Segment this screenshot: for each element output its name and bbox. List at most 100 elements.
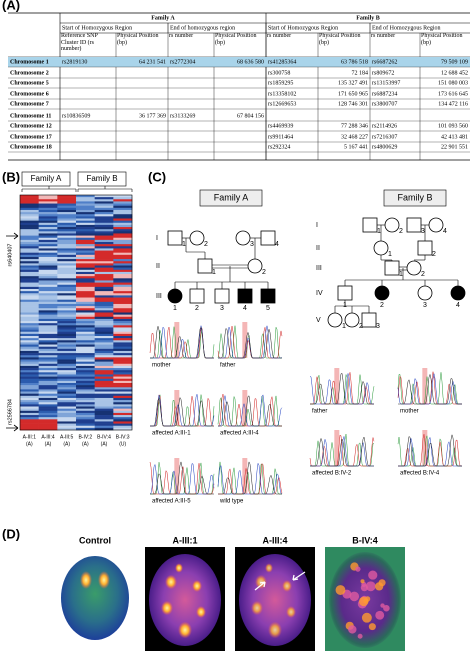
trace (150, 461, 214, 495)
heatmap-cell (94, 286, 114, 290)
table-cell: rs292324 (268, 144, 290, 150)
trace (398, 436, 462, 467)
heatmap-cell (76, 370, 95, 373)
heatmap-cell (76, 427, 95, 431)
uptake (286, 606, 296, 618)
heatmap-cell (76, 415, 95, 418)
member-number: 2 (204, 241, 208, 248)
heatmap-cell (57, 216, 77, 219)
heatmap-cell (76, 421, 95, 424)
heatmap-cell (76, 284, 95, 288)
heatmap-cell (94, 209, 114, 213)
heatmap-cell (94, 205, 114, 209)
heatmap-cell (94, 231, 114, 234)
heatmap-cell (38, 199, 58, 202)
heatmap-cell (20, 280, 39, 283)
row-label: Chromosome 12 (10, 123, 52, 129)
heatmap-cell (113, 301, 133, 305)
heatmap-cell (57, 363, 77, 367)
trace (218, 327, 282, 359)
pedigree-female (373, 240, 389, 256)
heatmap-cell (20, 239, 39, 243)
uptake (251, 600, 263, 616)
pedigree-female (189, 230, 205, 246)
heatmap-cell (76, 344, 95, 347)
heatmap-cell (38, 350, 58, 354)
heatmap-cell (94, 359, 114, 362)
column-header: rs number (169, 33, 194, 39)
heatmap-cell (20, 274, 39, 277)
heatmap-cell (57, 391, 77, 394)
heatmap-cell (94, 423, 114, 427)
heatmap-cell (76, 376, 95, 380)
heatmap-cell (94, 323, 114, 326)
heatmap-cell (113, 254, 133, 258)
heatmap-cell (38, 342, 58, 345)
heatmap-cell (94, 224, 114, 228)
heatmap-cell (20, 361, 39, 365)
heatmap-cell (38, 393, 58, 397)
heatmap-cell (94, 361, 114, 365)
heatmap-cell (20, 282, 39, 286)
heatmap-cell (113, 218, 133, 221)
family-box (199, 189, 263, 207)
heatmap-cell (57, 214, 77, 217)
pedigree-male (214, 288, 230, 304)
heatmap-cell (38, 261, 58, 264)
heatmap-cell (57, 295, 77, 298)
heatmap-cell (76, 423, 95, 427)
heatmap-cell (76, 389, 95, 392)
column-header: Physical Position (bp) (319, 33, 361, 46)
heatmap-cell (94, 293, 114, 296)
heatmap-cell (38, 209, 58, 213)
uptake (196, 606, 206, 618)
trace (150, 394, 214, 427)
heatmap-cell (113, 342, 133, 345)
heatmap-cell (113, 222, 133, 226)
heatmap-cell (113, 289, 133, 292)
trace (218, 461, 282, 495)
heatmap-cell (113, 333, 133, 337)
table-cell: rs10836509 (62, 113, 90, 119)
chromatogram-highlight (422, 430, 428, 466)
heatmap-cell (113, 303, 133, 307)
pedigree-male (384, 260, 400, 276)
sample-status: (A) (26, 441, 33, 447)
uptake (178, 621, 192, 639)
member-number: 3 (220, 305, 224, 312)
heatmap-cell (113, 224, 133, 228)
generation: III (156, 293, 162, 300)
heatmap-cell (57, 218, 77, 221)
heatmap-cell (38, 267, 58, 271)
heatmap-cell (94, 250, 114, 253)
heatmap-cell (94, 336, 114, 339)
table-cell: rs7216307 (372, 134, 397, 140)
heatmap-cell (20, 212, 39, 215)
member-number: 1 (173, 305, 177, 312)
heatmap-cell (76, 336, 95, 339)
heatmap-cell (38, 246, 58, 249)
heatmap-cell (57, 374, 77, 377)
heatmap-cell (57, 329, 77, 333)
heatmap-cell (113, 344, 133, 347)
heatmap-cell (76, 224, 95, 228)
heatmap-cell (20, 417, 39, 420)
heatmap-cell (57, 256, 77, 260)
heatmap-cell (76, 342, 95, 345)
chromatogram-caption: father (312, 409, 327, 415)
heatmap-cell (57, 408, 77, 412)
table-cell: rs6887234 (372, 91, 397, 97)
heatmap-cell (94, 370, 114, 373)
heatmap-cell (76, 308, 95, 311)
heatmap-cell (20, 248, 39, 251)
pedigree-female (406, 260, 422, 276)
member-number: 2 (359, 323, 363, 330)
heatmap-cell (20, 227, 39, 230)
heatmap-cell (57, 342, 77, 345)
panel-label: (B) (2, 169, 20, 184)
heatmap-cell (20, 197, 39, 200)
heatmap-cell (38, 404, 58, 407)
heatmap-cell (38, 284, 58, 288)
heatmap-cell (38, 282, 58, 286)
heatmap-cell (113, 265, 133, 268)
